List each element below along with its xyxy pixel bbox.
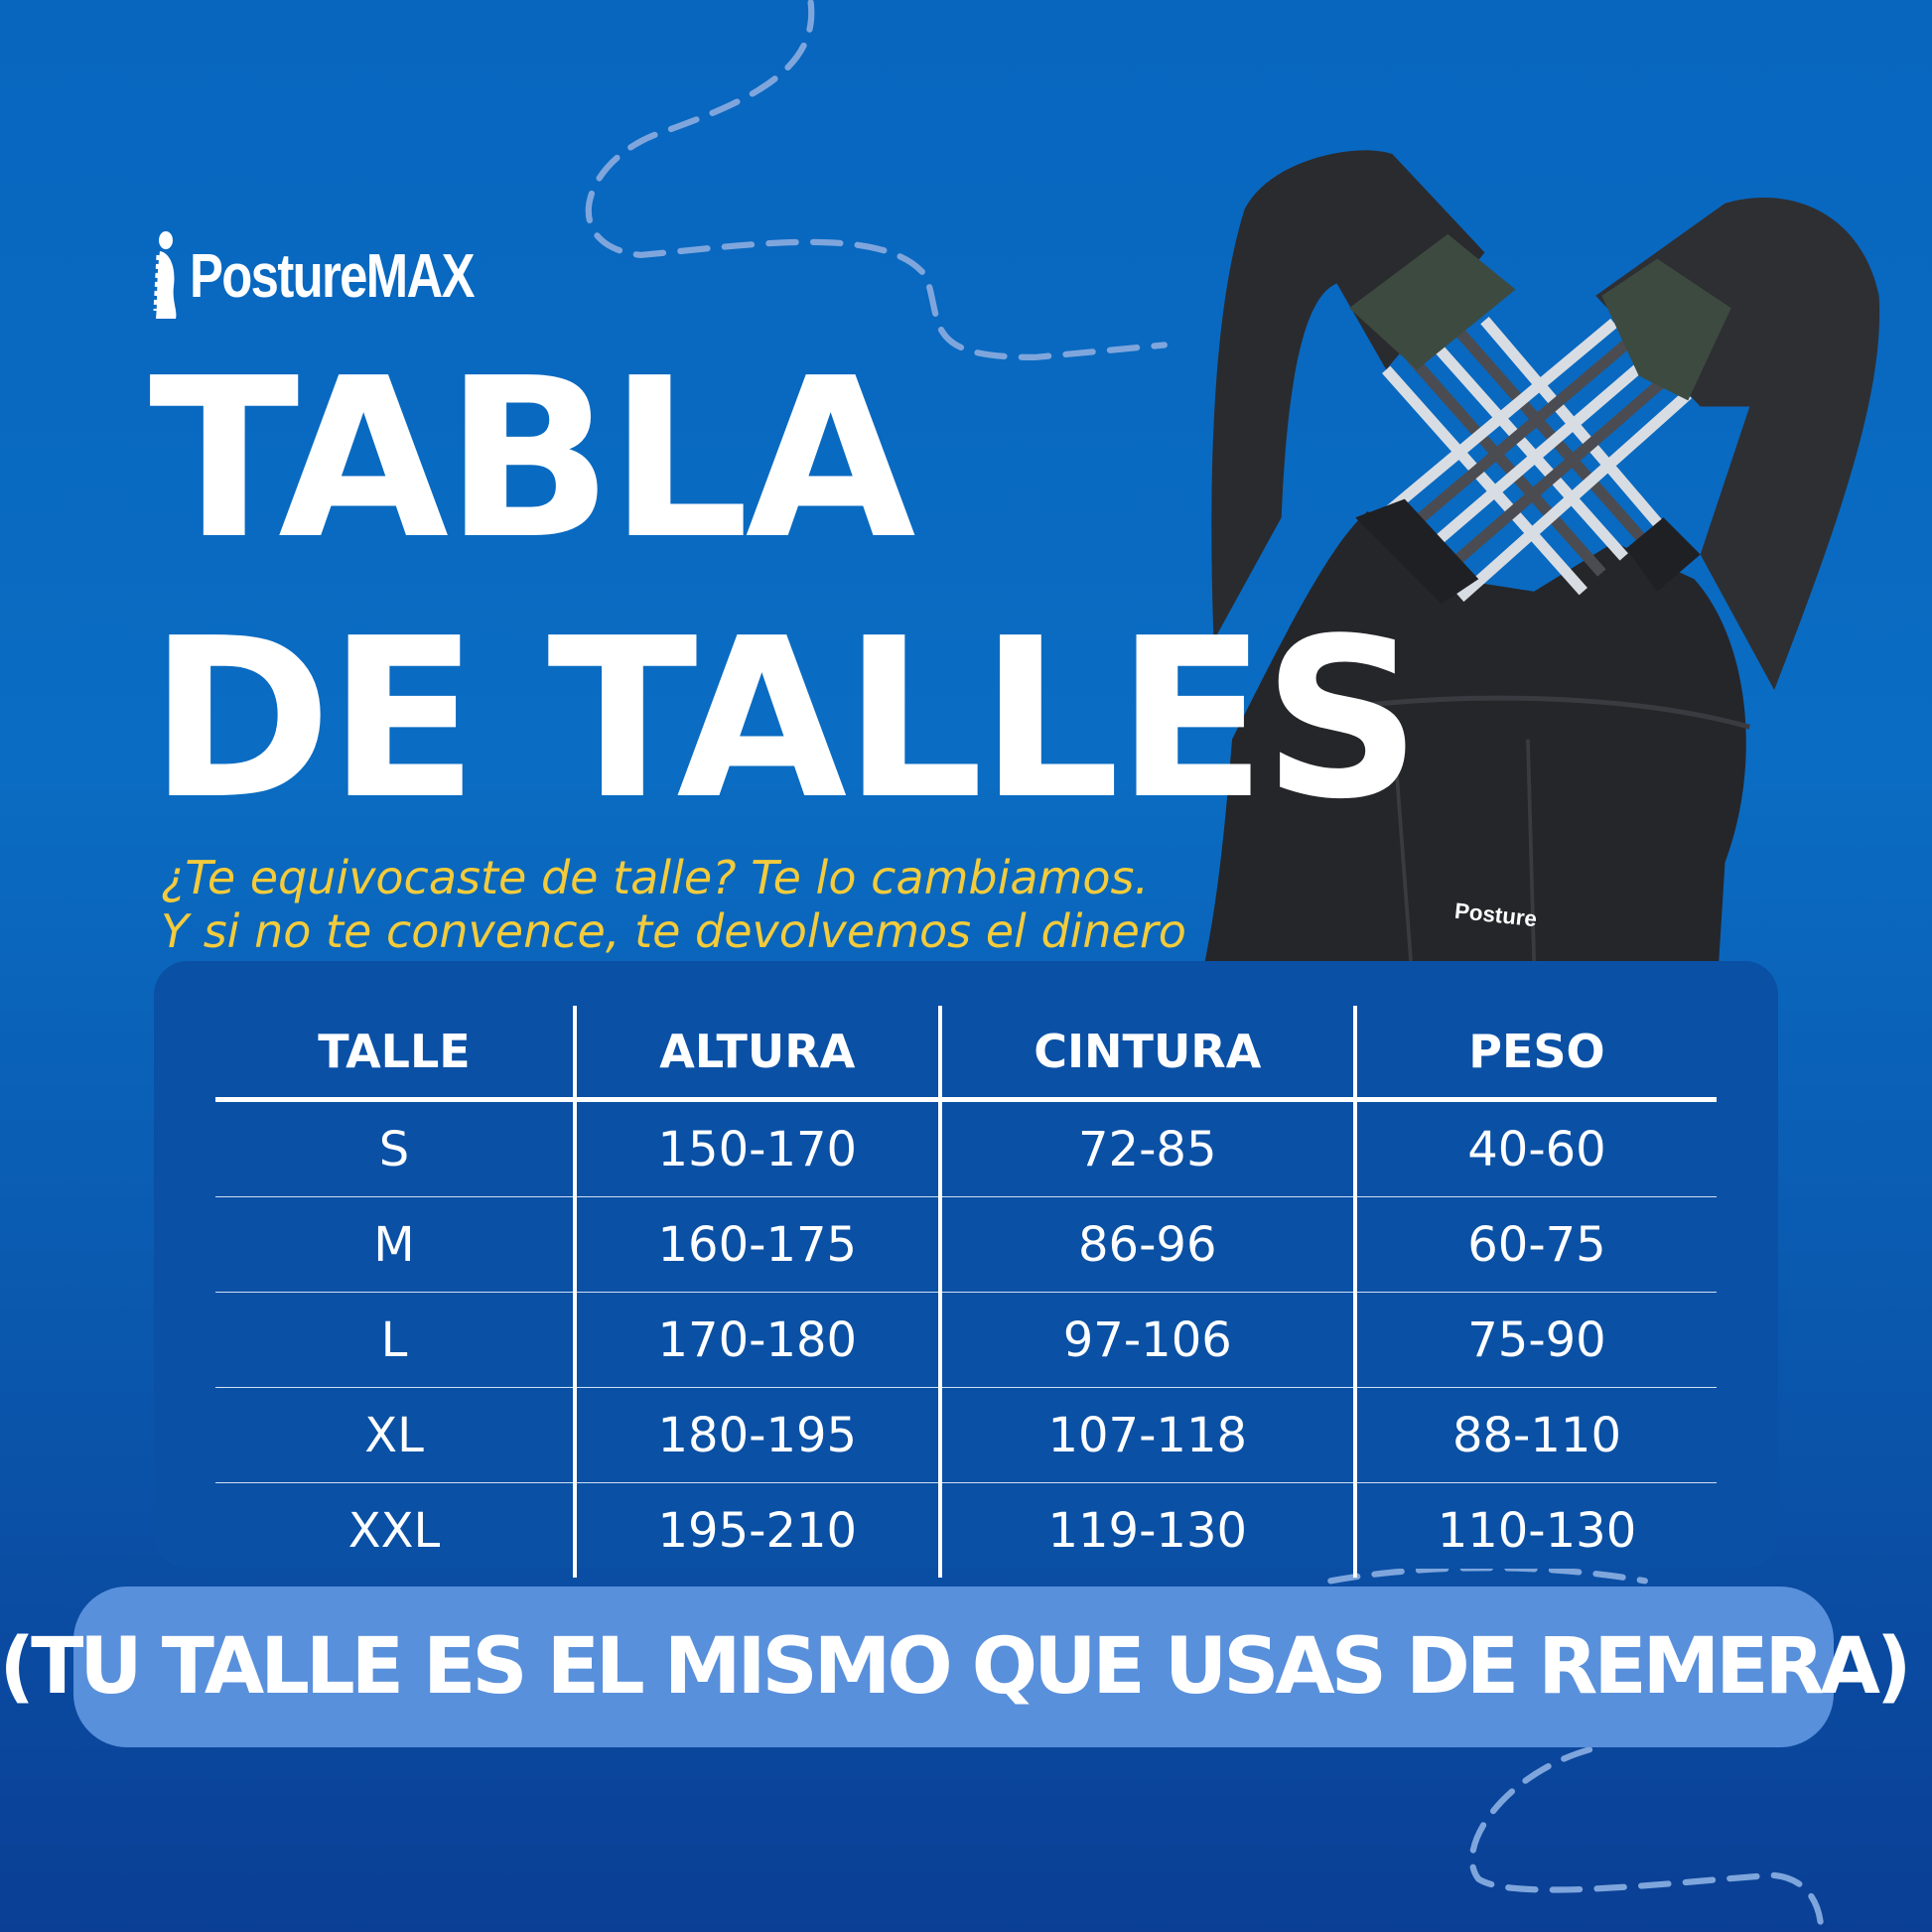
cell-talle: XXL — [215, 1482, 575, 1578]
header-peso: PESO — [1352, 1006, 1717, 1102]
posture-figure-icon — [153, 231, 177, 319]
cell-talle: XL — [215, 1387, 575, 1483]
cell-talle: L — [215, 1292, 575, 1388]
cell-cintura: 107-118 — [937, 1387, 1355, 1483]
table-row: L 170-180 97-106 75-90 — [215, 1292, 1717, 1388]
dashed-curve-bottom — [1468, 1746, 1825, 1932]
dashed-curve-top — [585, 0, 1168, 361]
table-header-row: TALLE ALTURA CINTURA PESO — [215, 1006, 1717, 1102]
title-line-1: TABLA — [149, 332, 915, 588]
subtitle-line-2: Y si no te convence, te devolvemos el di… — [161, 904, 1186, 958]
subtitle-line-1: ¿Te equivocaste de talle? Te lo cambiamo… — [161, 851, 1150, 904]
cell-altura: 150-170 — [573, 1099, 940, 1197]
header-altura: ALTURA — [573, 1006, 940, 1102]
cell-altura: 195-210 — [573, 1482, 940, 1578]
table-row: XL 180-195 107-118 88-110 — [215, 1387, 1717, 1483]
brand-name: PostureMAX — [190, 241, 475, 311]
size-note-text: (TU TALLE ES EL MISMO QUE USAS DE REMERA… — [0, 1622, 1912, 1712]
cell-talle: S — [378, 1121, 410, 1177]
cell-cintura: 97-106 — [937, 1292, 1355, 1388]
header-talle: TALLE — [215, 1006, 575, 1102]
cell-peso: 88-110 — [1352, 1387, 1717, 1483]
table-row: M 160-175 86-96 60-75 — [215, 1196, 1717, 1293]
cell-cintura: 119-130 — [937, 1482, 1355, 1578]
cell-cintura: 86-96 — [937, 1196, 1355, 1293]
size-table: TALLE ALTURA CINTURA PESO S 150-170 72-8… — [215, 1006, 1717, 1578]
cell-peso: 60-75 — [1352, 1196, 1717, 1293]
table-row: XXL 195-210 119-130 110-130 — [215, 1482, 1717, 1578]
cell-altura: 180-195 — [573, 1387, 940, 1483]
size-note-banner: (TU TALLE ES EL MISMO QUE USAS DE REMERA… — [0, 1587, 1912, 1747]
cell-altura: 160-175 — [573, 1196, 940, 1293]
cell-cintura: 72-85 — [937, 1099, 1355, 1197]
table-row: S 150-170 72-85 40-60 — [215, 1099, 1717, 1197]
size-table-panel: TALLE ALTURA CINTURA PESO S 150-170 72-8… — [154, 961, 1778, 1578]
cell-peso: 75-90 — [1352, 1292, 1717, 1388]
header-cintura: CINTURA — [937, 1006, 1355, 1102]
posture-corrector-image: Posture — [1204, 150, 1880, 962]
cell-talle: M — [215, 1196, 575, 1293]
title-line-2: DE TALLES — [149, 592, 1422, 848]
cell-peso: 110-130 — [1352, 1482, 1717, 1578]
cell-peso: 40-60 — [1352, 1099, 1717, 1197]
cell-altura: 170-180 — [573, 1292, 940, 1388]
brand-logo: PostureMAX — [150, 230, 536, 322]
